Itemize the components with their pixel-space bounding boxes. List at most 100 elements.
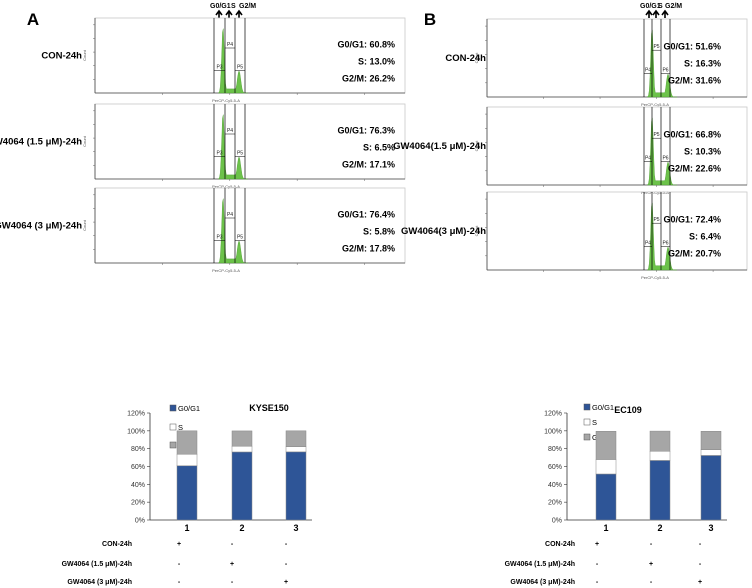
condition-mark: - [699, 561, 702, 568]
stacked-bar-chart-kyse150: KYSE150G0/G1SG2/M0%20%40%60%80%100%120%1… [127, 403, 312, 533]
s-percent: S: 16.3% [684, 58, 721, 68]
histogram-row: Count PerCP-Cy5-5-A P4 P5 P6 CON-24h G0/G1: 51… [445, 18, 748, 107]
g2m-percent: G2/M: 31.6% [668, 75, 721, 85]
y-tick-label: 100% [127, 428, 145, 435]
condition-mark: - [231, 579, 234, 586]
row-label: CON-24h [445, 53, 486, 64]
condition-label: GW4064 (1.5 μM)-24h [62, 561, 132, 568]
row-label: GW4064 (1.5 μM)-24h [0, 137, 82, 148]
gate-label: P5 [237, 151, 243, 157]
y-axis-label: Count [474, 225, 479, 237]
y-axis-label: Count [474, 140, 479, 152]
y-tick-label: 80% [131, 446, 145, 453]
down-arrow-icon [661, 9, 669, 18]
y-tick-label: 20% [548, 500, 562, 507]
down-arrow-icon [215, 9, 223, 18]
legend-swatch [583, 433, 591, 441]
bar-g0g1 [285, 451, 307, 521]
gate-label: P5 [237, 65, 243, 71]
condition-mark: + [284, 579, 288, 586]
y-tick-label: 40% [548, 482, 562, 489]
condition-mark: - [596, 579, 599, 586]
y-tick-label: 0% [135, 518, 145, 525]
down-arrow-icon [645, 9, 653, 18]
y-tick-label: 20% [131, 500, 145, 507]
condition-mark: - [178, 579, 181, 586]
condition-mark: - [178, 561, 181, 568]
down-arrow-icon [235, 9, 243, 18]
bar-g2m [285, 430, 307, 447]
row-label: CON-24h [41, 51, 82, 62]
bar-s [231, 445, 253, 453]
g0g1-percent: G0/G1: 66.8% [663, 129, 721, 139]
phase-header-g2m: G2/M [239, 3, 256, 10]
gate-label: P5 [653, 217, 659, 223]
category-label: 2 [239, 523, 244, 533]
gate-label: P4 [227, 42, 233, 48]
condition-mark: + [177, 541, 181, 548]
bar-g2m [231, 430, 253, 447]
y-tick-label: 80% [548, 446, 562, 453]
dna-histogram [646, 117, 677, 186]
condition-mark: + [595, 541, 599, 548]
condition-mark: - [650, 579, 653, 586]
bar-g2m [176, 430, 198, 455]
condition-mark: + [698, 579, 702, 586]
down-arrow-icon [652, 9, 660, 18]
category-label: 1 [184, 523, 189, 533]
bar-g2m [700, 431, 722, 450]
y-axis-label: Count [82, 49, 87, 61]
condition-mark: - [650, 541, 653, 548]
gate-label: P3 [216, 151, 222, 157]
s-percent: S: 13.0% [358, 57, 395, 67]
gate-label: P5 [237, 235, 243, 241]
chart-title: EC109 [614, 405, 642, 415]
g2m-percent: G2/M: 17.1% [342, 160, 395, 170]
phase-header-s: S [658, 3, 663, 10]
gate-label: P4 [645, 156, 651, 162]
legend-swatch [169, 404, 177, 412]
x-axis-label: PerCP-Cy5-5-A [212, 184, 240, 189]
panel-b: B G0/G1S G2/M Count PerCP-Cy5-5-A P4 P5 P6 CON-2… [393, 3, 748, 280]
bar-s [700, 449, 722, 456]
histogram-row: Count PerCP-Cy5-5-A P3 P4 P5 GW4064 (1.5 μM)-… [0, 103, 406, 189]
bar-s [649, 451, 671, 461]
category-label: 3 [708, 523, 713, 533]
condition-label: CON-24h [545, 541, 575, 548]
s-percent: S: 5.8% [363, 227, 395, 237]
down-arrow-icon [225, 9, 233, 18]
y-tick-label: 0% [552, 518, 562, 525]
condition-mark: + [649, 561, 653, 568]
gate-label: P3 [216, 235, 222, 241]
x-axis-label: PerCP-Cy5-5-A [641, 102, 669, 107]
chart-title: KYSE150 [249, 403, 289, 413]
legend-swatch [583, 418, 591, 426]
category-label: 1 [603, 523, 608, 533]
condition-mark: - [285, 541, 288, 548]
x-axis-label: PerCP-Cy5-5-A [212, 98, 240, 103]
row-label: GW4064(3 μM)-24h [401, 226, 486, 237]
g2m-percent: G2/M: 26.2% [342, 74, 395, 84]
bar-g0g1 [700, 455, 722, 521]
bar-s [176, 453, 198, 467]
legend-swatch [169, 423, 177, 431]
g0g1-percent: G0/G1: 76.3% [337, 126, 395, 136]
legend-swatch [169, 441, 177, 449]
bar-g0g1 [595, 473, 617, 521]
bar-s [595, 459, 617, 475]
legend-label: G0/G1 [592, 403, 614, 412]
legend-label: S [178, 423, 183, 432]
gate-label: P4 [227, 128, 233, 134]
y-tick-label: 40% [131, 482, 145, 489]
g0g1-percent: G0/G1: 51.6% [663, 41, 721, 51]
gate-label: P5 [653, 132, 659, 138]
histogram-row: Count PerCP-Cy5-5-A P4 P5 P6 GW4064(1.5 μM)-2… [393, 106, 748, 195]
gate-label: P6 [662, 156, 668, 162]
y-tick-label: 100% [544, 428, 562, 435]
y-axis-label: Count [82, 219, 87, 231]
gate-label: P3 [216, 65, 222, 71]
gate-label: P6 [662, 68, 668, 74]
dna-histogram [217, 198, 248, 264]
gate-label: P4 [645, 241, 651, 247]
y-tick-label: 60% [548, 464, 562, 471]
